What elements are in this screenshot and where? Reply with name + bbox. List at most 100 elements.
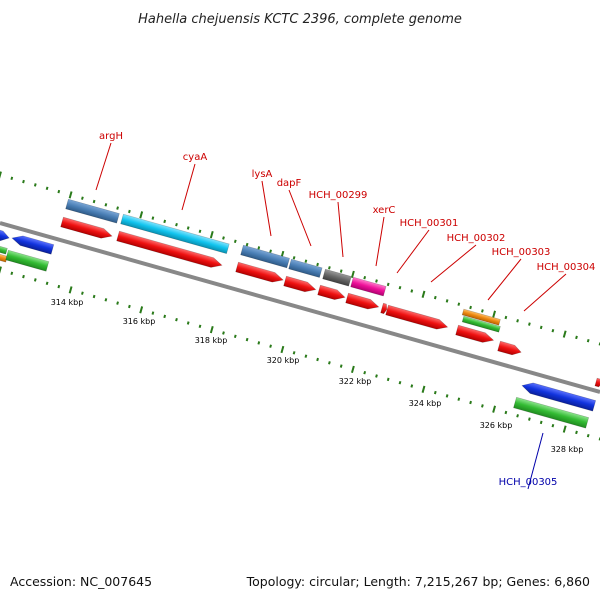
forward-tick-dot <box>410 289 414 293</box>
gene-label-leader <box>337 201 344 258</box>
scale-tick-label: 314 kbp <box>51 298 84 307</box>
forward-tick-dot <box>445 299 449 303</box>
forward-tick-dot <box>57 189 61 194</box>
reverse-tick-dot <box>539 420 543 425</box>
gene-label-leader <box>430 244 477 283</box>
forward-tick-dot <box>562 330 567 338</box>
reverse-tick-dot <box>22 274 25 279</box>
reverse-tick-dot <box>304 354 308 358</box>
scale-ticks: 314 kbp 316 kbp 318 kbp 320 kbp 322 kbp 324 k… <box>51 298 584 454</box>
reverse-tick-dot <box>151 311 155 315</box>
forward-tick-dot <box>363 275 367 280</box>
cds-arrow-hch-00303 <box>455 324 495 343</box>
forward-tick-dot <box>139 211 144 219</box>
cds-arrow-hch-00299 <box>317 284 346 300</box>
reverse-tick-dot <box>516 414 519 418</box>
gene-label[interactable]: xerC <box>373 205 396 216</box>
partial-feature-left-green-b <box>5 249 50 272</box>
scale-tick-label: 316 kbp <box>123 317 156 326</box>
forward-tick-dot <box>269 249 272 253</box>
reverse-tick-dot <box>139 306 144 314</box>
reverse-tick-dot <box>492 405 497 413</box>
forward-tick-dot <box>386 282 390 287</box>
reverse-tick-dot <box>233 334 237 339</box>
gene-label[interactable]: dapF <box>277 178 302 189</box>
gene-label[interactable]: lysA <box>252 169 273 180</box>
gene-feature-hch-00302-b <box>461 315 501 333</box>
forward-tick-dot <box>45 186 49 191</box>
forward-tick-dot <box>457 302 461 306</box>
cds-arrow-edge <box>594 377 600 388</box>
reverse-tick-dot <box>363 370 367 375</box>
reverse-tick-dot <box>10 271 14 276</box>
forward-tick-dot <box>598 342 600 346</box>
forward-tick-dot <box>398 285 402 290</box>
forward-tick-dot <box>10 176 14 181</box>
scale-tick-label: 324 kbp <box>409 399 442 408</box>
reverse-tick-dot <box>269 344 272 348</box>
forward-tick-dot <box>209 230 214 239</box>
gene-labels: argH cyaA lysA dapF HCH_00299 xerC HCH_00301 HC… <box>95 131 596 490</box>
reverse-tick-dot <box>68 286 73 294</box>
gene-label[interactable]: HCH_00305 <box>499 477 558 488</box>
gene-label-leader <box>95 142 112 191</box>
reverse-tick-dot <box>209 325 214 334</box>
forward-tick-dot <box>528 322 531 326</box>
forward-tick-dot <box>33 183 37 187</box>
gene-label[interactable]: argH <box>99 131 123 142</box>
reverse-tick-dot <box>280 345 285 354</box>
forward-tick-dot <box>292 256 296 260</box>
forward-tick-dot <box>0 171 2 179</box>
reverse-tick-dot <box>562 425 567 433</box>
scale-tick-label: 318 kbp <box>195 336 228 345</box>
gene-label[interactable]: HCH_00301 <box>400 218 459 229</box>
gene-label[interactable]: cyaA <box>183 152 208 163</box>
cds-arrow-dapf <box>283 275 317 293</box>
scale-tick-label: 320 kbp <box>267 356 300 365</box>
reverse-tick-dot <box>328 361 331 365</box>
forward-tick-dot <box>575 335 578 340</box>
forward-tick-dot <box>586 338 590 343</box>
gene-feature-dapf <box>288 258 323 278</box>
reverse-tick-dot <box>445 394 449 398</box>
gene-feature-hch-00299 <box>322 268 352 287</box>
gene-label[interactable]: HCH_00303 <box>492 247 551 258</box>
reverse-tick-dot <box>528 417 531 421</box>
gene-label[interactable]: HCH_00299 <box>309 190 368 201</box>
gene-feature-xerc <box>350 276 387 297</box>
forward-tick-dot <box>433 295 437 300</box>
reverse-tick-dot <box>469 400 472 405</box>
forward-tick-dot <box>516 319 519 323</box>
reverse-tick-dot <box>92 294 96 299</box>
forward-tick-dot <box>81 196 84 200</box>
forward-tick-dot <box>375 279 378 283</box>
gene-label[interactable]: HCH_00302 <box>447 233 506 244</box>
forward-tick-dot <box>257 246 261 250</box>
reverse-tick-dot <box>421 385 426 393</box>
reverse-tick-dot <box>398 380 402 385</box>
forward-tick-dot <box>539 325 543 330</box>
partial-feature-left-green-a <box>0 244 8 255</box>
reverse-tick-dot <box>33 278 37 282</box>
forward-tick-dot <box>198 229 202 234</box>
forward-tick-dot <box>104 203 108 207</box>
reverse-tick-dot <box>481 404 484 408</box>
reverse-tick-dot <box>186 321 190 325</box>
reverse-tick-dot <box>375 374 378 378</box>
forward-tick-dot <box>245 242 249 247</box>
reverse-tick-dot <box>198 324 202 329</box>
reverse-tick-dot <box>350 365 355 374</box>
forward-tick-dot <box>492 310 497 318</box>
forward-tick-dot <box>481 309 484 313</box>
reverse-tick-dot <box>245 337 249 342</box>
forward-tick-dot <box>163 219 167 224</box>
forward-tick-dot <box>469 305 472 310</box>
tick-dot-tracks <box>0 171 600 441</box>
gene-label[interactable]: HCH_00304 <box>537 262 596 273</box>
accession-text: Accession: NC_007645 <box>10 574 152 589</box>
reverse-tick-dot <box>116 301 119 305</box>
gene-feature-cyaa <box>120 213 230 255</box>
cds-arrow-small <box>380 302 388 315</box>
reverse-tick-dot <box>433 390 437 395</box>
